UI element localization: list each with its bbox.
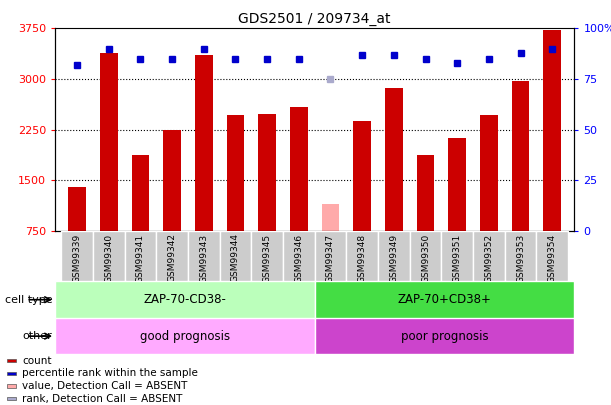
Bar [512, 81, 529, 231]
Bar [409, 231, 441, 281]
Bar [156, 231, 188, 281]
Bar [448, 139, 466, 231]
Text: percentile rank within the sample: percentile rank within the sample [22, 369, 198, 378]
Text: ZAP-70-CD38-: ZAP-70-CD38- [144, 293, 226, 306]
Text: GSM99354: GSM99354 [547, 233, 557, 283]
Bar [251, 231, 283, 281]
Bar [68, 187, 86, 231]
Bar [7, 397, 16, 400]
Text: GSM99345: GSM99345 [263, 233, 272, 283]
Text: GSM99342: GSM99342 [167, 233, 177, 282]
Bar [315, 318, 574, 354]
Text: value, Detection Call = ABSENT: value, Detection Call = ABSENT [22, 381, 188, 391]
Bar [536, 231, 568, 281]
Text: GSM99350: GSM99350 [421, 233, 430, 283]
Bar [125, 231, 156, 281]
Text: GSM99349: GSM99349 [389, 233, 398, 283]
Text: poor prognosis: poor prognosis [401, 330, 488, 343]
Bar [505, 231, 536, 281]
Bar [346, 231, 378, 281]
Bar [55, 318, 315, 354]
Bar [188, 231, 220, 281]
Bar [385, 88, 403, 231]
Bar [480, 115, 497, 231]
Bar [55, 281, 315, 318]
Bar [195, 55, 213, 231]
Bar [378, 231, 409, 281]
Text: other: other [23, 331, 53, 341]
Text: GSM99343: GSM99343 [199, 233, 208, 283]
Bar [132, 155, 149, 231]
Text: ZAP-70+CD38+: ZAP-70+CD38+ [398, 293, 491, 306]
Bar [290, 107, 307, 231]
Bar [164, 130, 181, 231]
Text: GSM99346: GSM99346 [295, 233, 303, 283]
Text: GSM99347: GSM99347 [326, 233, 335, 283]
Text: rank, Detection Call = ABSENT: rank, Detection Call = ABSENT [22, 394, 182, 404]
Bar [227, 115, 244, 231]
Bar [417, 155, 434, 231]
Bar [258, 114, 276, 231]
Bar [473, 231, 505, 281]
Text: GSM99353: GSM99353 [516, 233, 525, 283]
Bar [7, 359, 16, 362]
Text: GSM99340: GSM99340 [104, 233, 113, 283]
Bar [7, 384, 16, 388]
Bar [100, 53, 117, 231]
Bar [315, 231, 346, 281]
Bar [283, 231, 315, 281]
Text: GSM99341: GSM99341 [136, 233, 145, 283]
Bar [7, 372, 16, 375]
Bar [93, 231, 125, 281]
Bar [61, 231, 93, 281]
Text: GSM99344: GSM99344 [231, 233, 240, 282]
Bar [543, 30, 561, 231]
Bar [220, 231, 251, 281]
Title: GDS2501 / 209734_at: GDS2501 / 209734_at [238, 12, 391, 26]
Text: GSM99339: GSM99339 [73, 233, 82, 283]
Text: cell type: cell type [5, 295, 53, 305]
Text: GSM99352: GSM99352 [485, 233, 493, 283]
Bar [322, 204, 339, 231]
Bar [315, 281, 574, 318]
Bar [441, 231, 473, 281]
Text: good prognosis: good prognosis [140, 330, 230, 343]
Text: GSM99351: GSM99351 [453, 233, 462, 283]
Bar [353, 121, 371, 231]
Text: count: count [22, 356, 51, 366]
Text: GSM99348: GSM99348 [357, 233, 367, 283]
